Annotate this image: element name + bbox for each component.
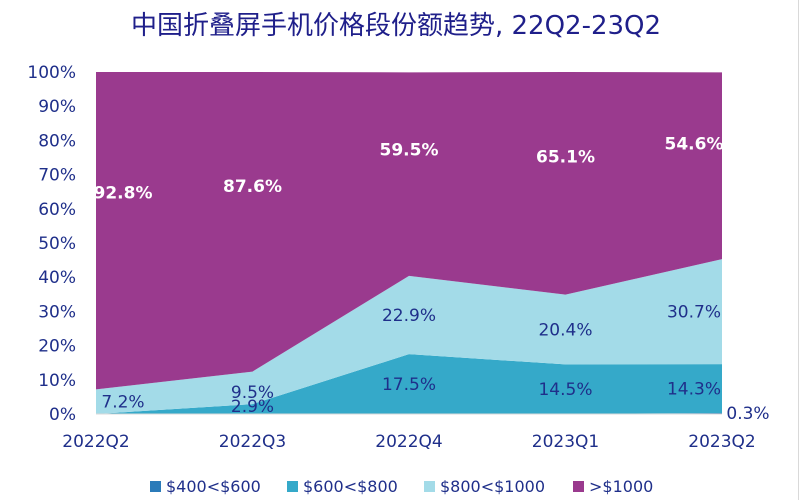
data-label: 14.5%	[538, 380, 592, 400]
x-tick-label: 2022Q4	[375, 432, 442, 452]
x-axis: 2022Q2 2022Q3 2022Q4 2023Q1 2023Q2	[62, 413, 756, 452]
legend: $400<$600 $600<$800 $800<$1000 >$1000	[150, 477, 653, 496]
legend-label: $800<$1000	[440, 477, 545, 496]
y-tick-label: 90%	[38, 97, 76, 117]
x-tick-label: 2023Q1	[532, 432, 599, 452]
legend-swatch	[424, 481, 435, 492]
data-label: 22.9%	[382, 306, 436, 326]
y-tick-label: 30%	[38, 302, 76, 322]
data-label: 92.8%	[94, 184, 153, 204]
y-tick-label: 60%	[38, 200, 76, 220]
data-label: 7.2%	[101, 393, 144, 413]
chart-title: 中国折叠屏手机价格段份额趋势, 22Q2-23Q2	[131, 11, 661, 41]
data-label: 30.7%	[667, 303, 721, 323]
data-label: 54.6%	[665, 134, 724, 154]
legend-item: $400<$600	[150, 477, 261, 496]
data-label: 65.1%	[536, 148, 595, 168]
x-tick-label: 2023Q2	[688, 432, 755, 452]
y-tick-label: 40%	[38, 268, 76, 288]
y-tick-label: 70%	[38, 166, 76, 186]
y-tick-label: 100%	[27, 63, 76, 83]
legend-swatch	[150, 481, 161, 492]
legend-label: >$1000	[589, 477, 653, 496]
legend-item: >$1000	[573, 477, 653, 496]
legend-swatch	[287, 481, 298, 492]
x-tick-label: 2022Q3	[219, 432, 286, 452]
area-series-2	[96, 354, 722, 414]
y-tick-label: 0%	[49, 405, 76, 425]
y-tick-label: 10%	[38, 371, 76, 391]
data-label: 17.5%	[382, 375, 436, 395]
data-label: 87.6%	[223, 177, 282, 197]
y-tick-label: 50%	[38, 234, 76, 254]
legend-item: $800<$1000	[424, 477, 545, 496]
area-series-4	[96, 72, 722, 390]
data-label: 59.5%	[380, 141, 439, 161]
plot-area	[96, 72, 722, 414]
data-label: 9.5%	[231, 383, 274, 403]
legend-swatch	[573, 481, 584, 492]
area-series-3	[96, 259, 722, 414]
data-label: 14.3%	[667, 380, 721, 400]
legend-label: $600<$800	[303, 477, 398, 496]
y-tick-label: 80%	[38, 131, 76, 151]
data-label: 2.9%	[231, 397, 274, 417]
data-label: 0.3%	[726, 404, 769, 424]
y-axis: 0% 10% 20% 30% 40% 50% 60% 70% 80% 90% 100%	[27, 63, 76, 425]
data-label: 20.4%	[538, 321, 592, 341]
legend-item: $600<$800	[287, 477, 398, 496]
x-tick-label: 2022Q2	[62, 432, 129, 452]
data-labels: 0.3% 2.9% 17.5% 14.5% 14.3% 7.2% 9.5% 22.9% 20.4…	[94, 134, 770, 424]
y-tick-label: 20%	[38, 337, 76, 357]
legend-label: $400<$600	[166, 477, 261, 496]
